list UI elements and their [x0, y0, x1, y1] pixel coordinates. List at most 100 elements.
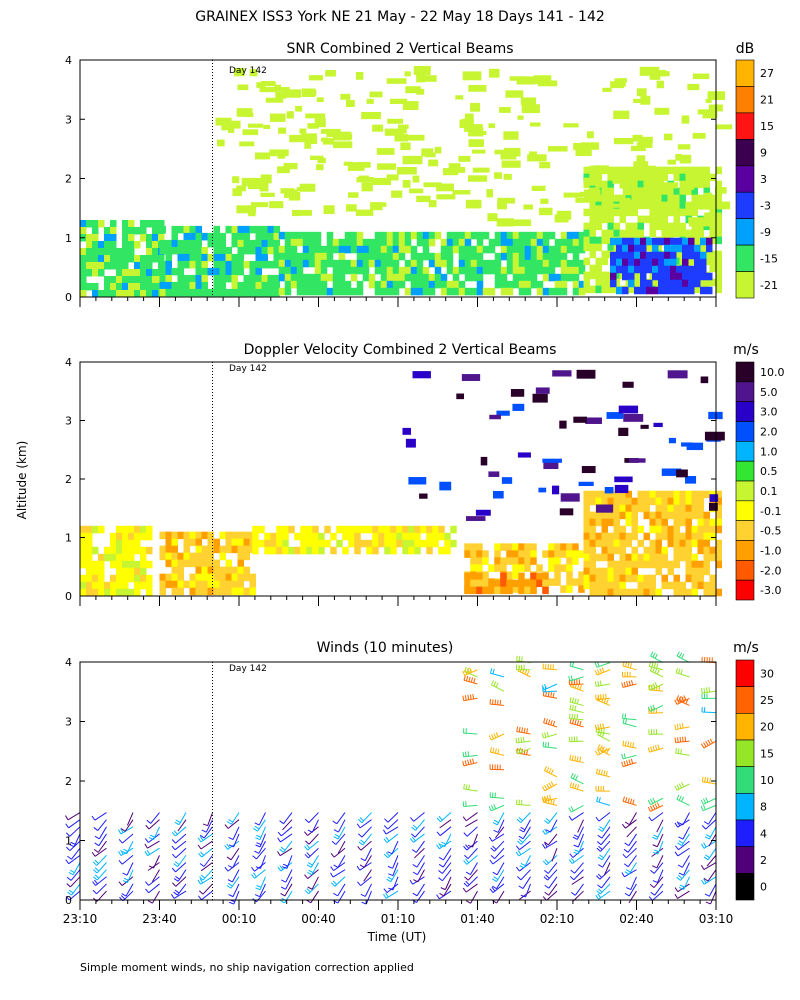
heatmap-cell [146, 275, 153, 284]
wind-barb [489, 747, 505, 756]
heatmap-cell [585, 417, 602, 424]
heatmap-cell [625, 285, 632, 294]
heatmap-cell [653, 422, 663, 428]
colorbar-swatch [735, 218, 755, 246]
heatmap-cell [703, 173, 710, 182]
heatmap-cell [372, 532, 379, 541]
heatmap-cell [308, 252, 316, 261]
heatmap-cell [404, 231, 412, 240]
heatmap-cell [470, 557, 477, 565]
heatmap-cell [250, 202, 269, 208]
heatmap-cell [464, 259, 472, 268]
heatmap-cell [512, 564, 519, 572]
heatmap-cell [628, 251, 635, 260]
heatmap-cell [595, 194, 602, 203]
heatmap-cell [252, 539, 259, 548]
heatmap-cell [709, 236, 716, 245]
heatmap-cell [386, 266, 394, 275]
heatmap-cell [487, 213, 498, 222]
heatmap-cell [673, 588, 680, 597]
wind-barb [551, 848, 558, 862]
heatmap-cell [470, 550, 477, 558]
heatmap-cell [654, 107, 670, 115]
heatmap-cell [177, 253, 184, 262]
heatmap-cell [572, 266, 580, 275]
heatmap-cell [189, 246, 196, 255]
heatmap-cell [551, 485, 560, 495]
wind-barb [701, 876, 717, 885]
heatmap-cell [86, 247, 93, 256]
heatmap-cell [398, 124, 409, 129]
heatmap-cell [140, 553, 147, 562]
heatmap-cell [628, 258, 635, 267]
heatmap-cell [595, 567, 602, 576]
wind-barb [144, 840, 160, 849]
heatmap-cell [80, 226, 87, 235]
heatmap-cell [676, 244, 683, 253]
heatmap-cell [607, 490, 614, 499]
heatmap-cell [667, 166, 674, 175]
heatmap-cell [332, 266, 340, 275]
heatmap-cell [497, 197, 516, 204]
heatmap-cell [195, 552, 202, 561]
colorbar-swatch [735, 421, 755, 442]
wind-barb [171, 840, 187, 851]
wind-barb [703, 847, 717, 861]
heatmap-cell [640, 258, 647, 267]
wind-barb [700, 797, 717, 805]
heatmap-cell [259, 182, 269, 192]
heatmap-cell [658, 237, 665, 246]
heatmap-cell [685, 166, 692, 175]
wind-barb [277, 826, 293, 837]
heatmap-cell [428, 280, 436, 289]
heatmap-cell [524, 231, 532, 240]
heatmap-cell [530, 543, 537, 551]
heatmap-cell [470, 579, 477, 588]
heatmap-cell [392, 238, 400, 247]
heatmap-cell [668, 437, 676, 444]
heatmap-cell [231, 538, 238, 547]
heatmap-cell [680, 183, 695, 190]
heatmap-cell [122, 275, 129, 284]
wind-barb [569, 697, 584, 706]
heatmap-cell [171, 225, 178, 234]
heatmap-cell [80, 525, 87, 534]
heatmap-cell [320, 280, 328, 289]
heatmap-cell [308, 280, 316, 289]
wind-barb [653, 840, 664, 855]
heatmap-cell [607, 215, 614, 224]
heatmap-cell [249, 587, 256, 596]
heatmap-cell [601, 194, 608, 203]
heatmap-cell [345, 99, 355, 107]
heatmap-cell [583, 511, 590, 520]
heatmap-cell [676, 237, 683, 246]
heatmap-cell [500, 543, 507, 551]
heatmap-cell [636, 88, 647, 97]
heatmap-cell [589, 285, 596, 294]
heatmap-cell [326, 245, 334, 254]
heatmap-cell [326, 287, 334, 296]
heatmap-cell [589, 525, 596, 534]
heatmap-cell [122, 233, 129, 242]
heatmap-cell [372, 525, 379, 534]
heatmap-cell [470, 231, 478, 240]
heatmap-cell [386, 280, 394, 289]
heatmap-cell [177, 559, 184, 568]
heatmap-cell [536, 579, 543, 588]
wind-barb [360, 883, 372, 897]
heatmap-cell [583, 229, 590, 238]
heatmap-cell [655, 553, 662, 562]
heatmap-cell [613, 518, 620, 527]
wind-barb [304, 869, 319, 879]
heatmap-cell [497, 201, 507, 210]
heatmap-cell [476, 259, 484, 268]
heatmap-cell [649, 574, 656, 583]
heatmap-cell [688, 244, 695, 253]
heatmap-cell [92, 546, 99, 555]
heatmap-cell [428, 273, 436, 282]
colorbar-label: -0.1 [760, 505, 781, 518]
heatmap-cell [697, 532, 704, 541]
heatmap-cell [290, 266, 298, 275]
wind-barb [358, 833, 372, 846]
wind-barb [488, 804, 505, 812]
